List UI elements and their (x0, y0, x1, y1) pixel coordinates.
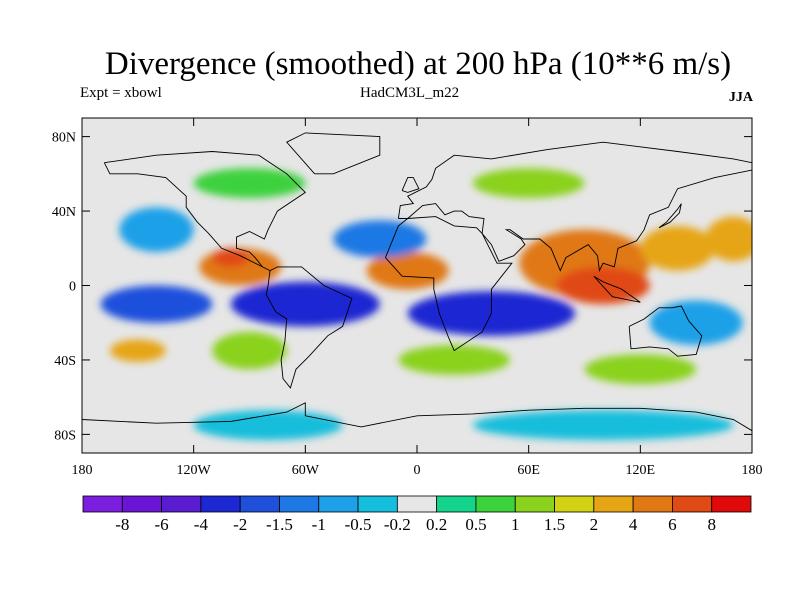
divergence-region (556, 266, 650, 305)
colorbar-swatch (161, 495, 202, 513)
divergence-region (212, 248, 250, 267)
longitude-tick-label: 180 (72, 463, 93, 478)
divergence-region (212, 332, 287, 370)
colorbar-swatch (672, 495, 713, 513)
colorbar-label: -4 (194, 515, 209, 534)
colorbar-label: 0.5 (465, 515, 486, 534)
divergence-region (705, 216, 752, 262)
divergence-region (472, 410, 734, 440)
colorbar-swatch (475, 495, 516, 513)
coastline (658, 203, 682, 229)
colorbar-label: -2 (233, 515, 247, 534)
colorbar-swatch (279, 495, 320, 513)
divergence-region (640, 225, 715, 271)
model-label: HadCM3L_m22 (360, 85, 460, 101)
coastline (384, 216, 513, 352)
coastline (285, 132, 381, 175)
colorbar-label: -8 (115, 515, 129, 534)
colorbar-label: -6 (155, 515, 169, 534)
season-label: JJA (728, 90, 753, 105)
coastline (397, 141, 752, 273)
longitude-tick-label: 180 (742, 463, 763, 478)
divergence-region (649, 300, 743, 346)
divergence-region (398, 345, 511, 375)
colorbar-swatch (200, 495, 241, 513)
divergence-region (100, 285, 213, 323)
longitude-tick-label: 60W (292, 463, 320, 478)
colorbar: -8 -6 -4 -2 -1.5 -1 -0.5 -0.2 0.2 0.5 1 1.5 2 4 6 8 (82, 495, 752, 534)
colorbar-label: 1.5 (544, 515, 565, 534)
axis-ticks: 80N 40N 0 40S 80S 180 120W 60W 0 60E 120E 180 (52, 118, 763, 478)
colorbar-label: 8 (707, 515, 716, 534)
colorbar-label: -0.5 (345, 515, 372, 534)
colorbar-swatch (239, 495, 280, 513)
divergence-region (193, 410, 343, 440)
colorbar-swatch (396, 495, 438, 513)
divergence-region (230, 281, 380, 327)
colorbar-label: -1 (312, 515, 326, 534)
colorbar-swatch (82, 495, 123, 513)
latitude-tick-label: 80S (54, 428, 76, 443)
coastline (401, 177, 420, 193)
colorbar-swatch (632, 495, 673, 513)
colorbar-label: 6 (668, 515, 677, 534)
longitude-tick-label: 60E (517, 463, 540, 478)
divergence-region (109, 339, 166, 362)
longitude-tick-label: 120E (626, 463, 656, 478)
experiment-label: Expt = xbowl (80, 85, 162, 101)
colorbar-swatch (318, 495, 359, 513)
coastline (82, 402, 752, 432)
divergence-region (333, 220, 427, 258)
colorbar-swatch (554, 495, 595, 513)
divergence-region (119, 207, 194, 253)
colorbar-label: -1.5 (266, 515, 293, 534)
divergence-region (366, 252, 449, 290)
latitude-tick-label: 0 (69, 280, 76, 295)
colorbar-swatch (357, 495, 398, 513)
longitude-tick-label: 0 (414, 463, 421, 478)
divergence-region (584, 354, 697, 385)
colorbar-label: 4 (629, 515, 638, 534)
latitude-tick-label: 40N (52, 205, 76, 220)
divergence-region (193, 168, 306, 199)
colorbar-label: 0.2 (426, 515, 447, 534)
latitude-tick-label: 80N (52, 131, 76, 146)
colorbar-swatch (436, 495, 477, 513)
coastline (628, 305, 703, 357)
colorbar-swatch (711, 495, 752, 513)
colorbar-label: 1 (511, 515, 520, 534)
colorbar-swatch (514, 495, 555, 513)
colorbar-label: -0.2 (384, 515, 411, 534)
coastline (103, 151, 307, 272)
colorbar-swatch (593, 495, 634, 513)
divergence-region (472, 168, 585, 199)
coastline (593, 275, 641, 303)
map-title: Divergence (smoothed) at 200 hPa (10**6 … (104, 46, 732, 82)
latitude-tick-label: 40S (54, 354, 76, 369)
colorbar-swatch (121, 495, 162, 513)
coastline-layer (82, 132, 752, 432)
colorbar-label: 2 (590, 515, 599, 534)
coastline (265, 266, 353, 389)
longitude-tick-label: 120W (177, 463, 212, 478)
